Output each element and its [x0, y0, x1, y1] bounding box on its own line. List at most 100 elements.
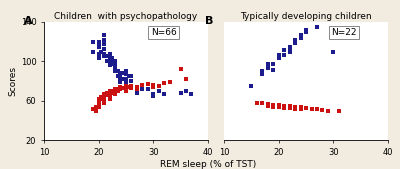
Point: [298, 36, 304, 39]
Point: [161, 82, 167, 84]
Point: [101, 55, 107, 58]
Point: [303, 106, 309, 109]
Point: [117, 81, 124, 83]
Point: [101, 101, 107, 104]
Point: [98, 95, 104, 98]
Point: [276, 105, 282, 108]
Text: B: B: [204, 16, 213, 26]
Point: [101, 99, 107, 101]
Point: [117, 88, 124, 90]
Point: [281, 48, 288, 51]
Point: [281, 106, 288, 109]
Point: [93, 105, 99, 108]
Point: [128, 75, 134, 78]
Point: [96, 103, 102, 106]
Point: [270, 63, 276, 66]
Point: [254, 101, 260, 104]
Point: [112, 64, 118, 67]
Point: [292, 105, 298, 108]
Text: REM sleep (% of TST): REM sleep (% of TST): [160, 160, 256, 169]
Point: [308, 107, 315, 110]
Point: [90, 50, 96, 53]
Point: [150, 86, 156, 88]
Point: [96, 42, 102, 45]
Point: [104, 94, 110, 96]
Point: [106, 92, 113, 94]
Point: [183, 90, 189, 92]
Point: [303, 29, 309, 31]
Point: [117, 72, 124, 75]
Point: [139, 88, 146, 90]
Point: [188, 93, 195, 95]
Point: [123, 78, 129, 80]
Text: A: A: [24, 16, 33, 26]
Point: [106, 98, 113, 100]
Point: [106, 90, 113, 92]
Point: [96, 40, 102, 43]
Point: [314, 26, 320, 28]
Point: [109, 57, 116, 60]
Point: [106, 58, 113, 61]
Point: [93, 109, 99, 112]
Point: [126, 75, 132, 78]
Point: [336, 109, 342, 112]
Point: [139, 84, 146, 86]
Point: [161, 93, 167, 95]
Point: [123, 70, 129, 73]
Point: [134, 86, 140, 88]
Point: [109, 60, 116, 63]
Point: [144, 83, 151, 85]
Title: Children  with psychopathology: Children with psychopathology: [54, 12, 198, 21]
Point: [112, 88, 118, 90]
Text: N=66: N=66: [151, 28, 176, 37]
Point: [270, 69, 276, 72]
Point: [314, 107, 320, 110]
Point: [276, 103, 282, 106]
Point: [123, 82, 129, 84]
Point: [259, 73, 266, 76]
Point: [101, 38, 107, 41]
Point: [109, 90, 116, 92]
Point: [109, 63, 116, 66]
Point: [281, 104, 288, 107]
Point: [303, 30, 309, 33]
Point: [123, 87, 129, 89]
Point: [292, 41, 298, 44]
Point: [114, 70, 121, 73]
Point: [96, 45, 102, 48]
Point: [156, 90, 162, 92]
Point: [128, 80, 134, 82]
Title: Typically developing children: Typically developing children: [240, 12, 372, 21]
Point: [292, 38, 298, 41]
Point: [183, 78, 189, 80]
Point: [120, 87, 126, 89]
Point: [96, 100, 102, 102]
Point: [286, 106, 293, 109]
Point: [104, 55, 110, 58]
Point: [298, 105, 304, 108]
Point: [265, 104, 271, 107]
Y-axis label: Scores: Scores: [9, 66, 18, 96]
Point: [114, 88, 121, 90]
Point: [281, 53, 288, 56]
Point: [259, 101, 266, 104]
Point: [109, 92, 116, 94]
Point: [117, 78, 124, 80]
Point: [276, 57, 282, 60]
Point: [112, 70, 118, 73]
Point: [114, 90, 121, 92]
Point: [286, 48, 293, 51]
Point: [90, 40, 96, 43]
Point: [265, 63, 271, 66]
Point: [112, 67, 118, 70]
Point: [144, 88, 151, 90]
Point: [117, 75, 124, 78]
Point: [104, 60, 110, 63]
Point: [101, 95, 107, 97]
Point: [96, 57, 102, 60]
Point: [101, 42, 107, 45]
Point: [128, 85, 134, 87]
Point: [96, 52, 102, 55]
Point: [123, 90, 129, 92]
Point: [134, 88, 140, 90]
